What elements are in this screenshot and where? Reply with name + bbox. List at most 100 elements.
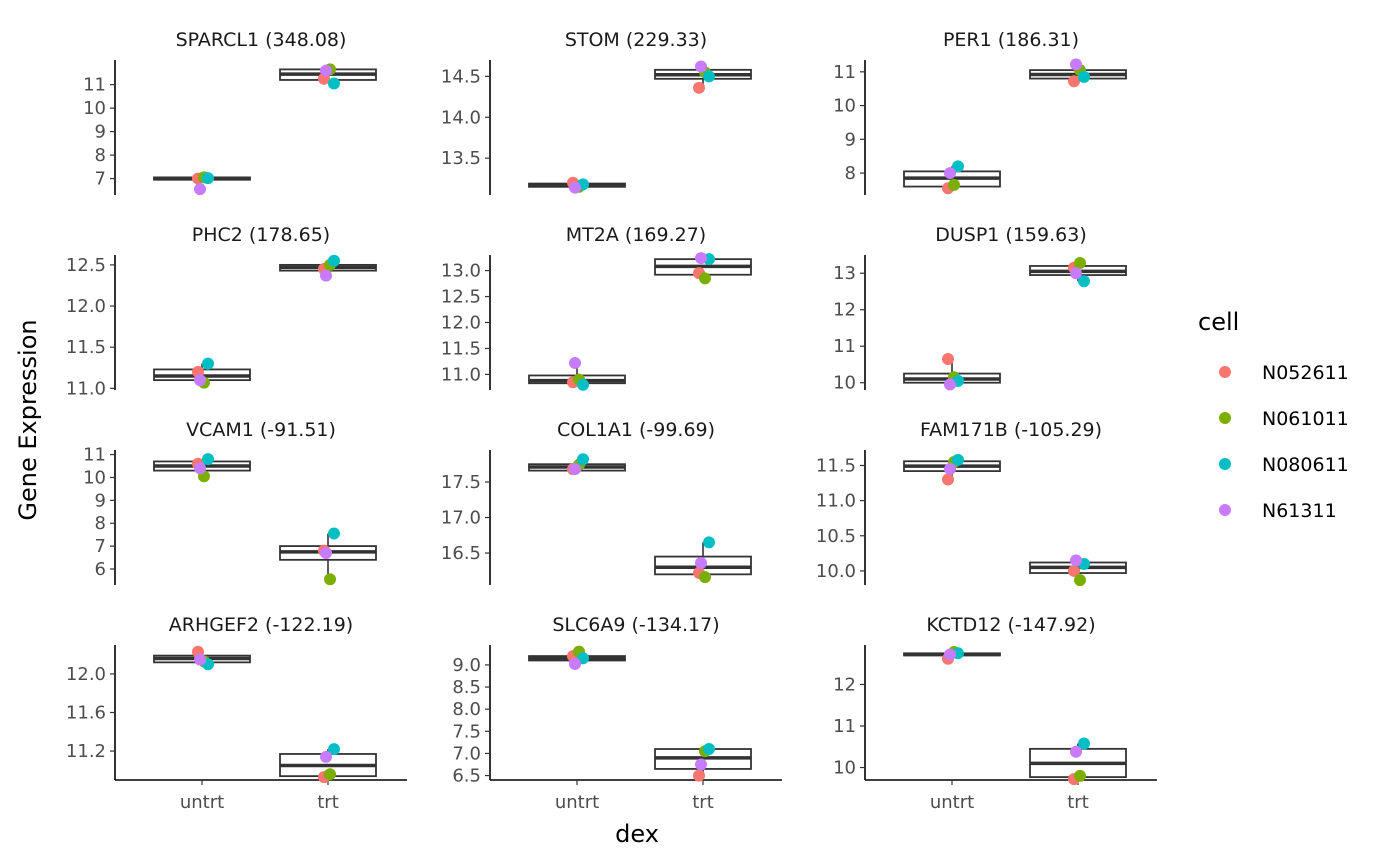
point-N61311 [944,378,956,391]
point-N080611 [1078,275,1090,288]
y-tick-label: 10 [83,98,106,119]
facet-panel: STOM (229.33) 13.5 14.0 14.5 [441,29,752,195]
point-N61311 [944,648,956,661]
facet-panel: PER1 (186.31) 8 9 10 11 [833,29,1127,195]
point-N080611 [577,453,589,466]
point-N080611 [1078,70,1090,83]
y-tick-label: 14.0 [441,107,481,128]
panel-title: SLC6A9 (-134.17) [552,614,719,636]
point-N61311 [695,556,707,569]
y-tick-label: 7.5 [452,721,481,742]
y-tick-label: 11 [833,336,856,357]
point-N052611 [942,473,954,486]
y-tick-label: 11.5 [816,455,856,476]
x-tick-label: trt [692,792,714,813]
y-tick-label: 10.5 [816,526,856,547]
point-N61311 [320,750,332,763]
x-tick-label: untrt [930,792,974,813]
point-N061011 [699,272,711,285]
panel-title: KCTD12 (-147.92) [926,614,1095,636]
y-tick-label: 11.0 [816,491,856,512]
point-N61311 [695,252,707,265]
y-tick-label: 7 [95,536,106,557]
panel-title: FAM171B (-105.29) [920,419,1102,441]
point-N61311 [944,167,956,180]
y-tick-label: 10 [833,373,856,394]
facet-panel: KCTD12 (-147.92) 10 11 12 untrt trt [833,614,1157,813]
facet-panel: ARHGEF2 (-122.19) 11.2 11.6 12.0 untrt trt [66,614,407,813]
point-N61311 [569,181,581,194]
y-tick-label: 13.5 [441,148,481,169]
legend-key-N052611 [1219,366,1231,378]
point-N080611 [703,743,715,756]
facet-panel: PHC2 (178.65) 11.0 11.5 12.0 12.5 [66,224,377,399]
facet-panel: DUSP1 (159.63) 10 11 12 13 [833,224,1127,394]
y-tick-label: 11 [83,75,106,96]
point-N080611 [328,77,340,90]
y-tick-label: 12.0 [441,313,481,334]
point-N61311 [569,357,581,369]
point-N61311 [194,183,206,196]
y-tick-label: 11 [833,62,856,83]
y-tick-label: 9 [95,490,106,511]
y-axis-title: Gene Expression [14,319,42,520]
y-tick-label: 10 [83,467,106,488]
y-tick-label: 7 [95,169,106,190]
y-tick-label: 12.5 [66,255,106,276]
x-tick-label: untrt [180,792,224,813]
legend-key-N61311 [1219,504,1231,516]
point-N052611 [942,352,954,365]
legend-label: N052611 [1262,362,1349,384]
y-tick-label: 11.6 [66,703,106,724]
y-tick-label: 11 [833,716,856,737]
legend-key-N080611 [1219,458,1231,470]
point-N061011 [324,573,336,586]
y-tick-label: 8 [845,163,856,184]
y-tick-label: 9 [845,129,856,150]
point-N080611 [1078,737,1090,750]
point-N080611 [952,453,964,466]
panel-title: MT2A (169.27) [566,224,706,246]
y-tick-label: 17.0 [441,508,481,529]
y-tick-label: 8 [95,513,106,534]
facet-panel: FAM171B (-105.29) 10.0 10.5 11.0 11.5 [816,419,1127,587]
y-tick-label: 12.5 [441,287,481,308]
point-N080611 [328,254,340,267]
panel-title: DUSP1 (159.63) [935,224,1087,246]
point-N61311 [320,269,332,282]
point-N61311 [1070,745,1082,758]
legend-key-N061011 [1219,412,1231,424]
y-tick-label: 11.2 [66,741,106,762]
panel-title: STOM (229.33) [565,29,707,51]
point-N061011 [324,768,336,781]
point-N61311 [695,758,707,771]
y-tick-label: 7.0 [452,743,481,764]
facet-panel: SLC6A9 (-134.17) 6.57.07.58.08.59.0 untrt t… [452,614,782,813]
point-N61311 [695,60,707,73]
y-tick-label: 12 [833,674,856,695]
point-N61311 [1070,554,1082,567]
point-N61311 [320,64,332,77]
y-tick-label: 11.0 [441,364,481,385]
panel-title: VCAM1 (-91.51) [186,419,336,441]
y-tick-label: 11.5 [441,338,481,359]
point-N080611 [328,743,340,756]
panel-title: COL1A1 (-99.69) [557,419,715,441]
point-N61311 [194,462,206,475]
y-tick-label: 13 [833,263,856,284]
point-N080611 [202,357,214,370]
point-N052611 [693,769,705,782]
point-N61311 [569,463,581,476]
y-tick-label: 17.5 [441,472,481,493]
point-N061011 [1074,257,1086,270]
panel-title: PHC2 (178.65) [192,224,330,246]
y-tick-label: 9 [95,122,106,143]
y-tick-label: 14.5 [441,66,481,87]
x-tick-label: trt [317,792,339,813]
y-tick-label: 16.5 [441,543,481,564]
y-tick-label: 6 [95,559,106,580]
point-N080611 [328,527,340,540]
